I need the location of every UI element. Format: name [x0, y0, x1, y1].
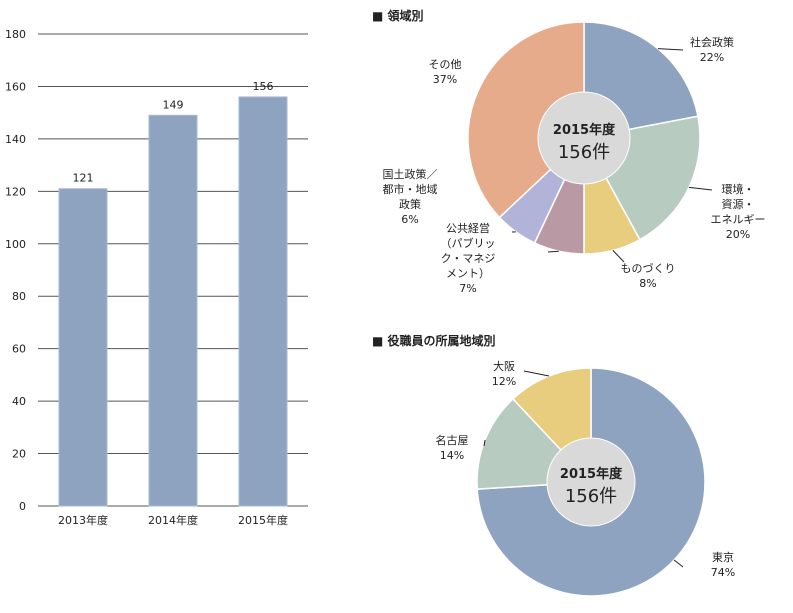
slice-percent: 74% — [711, 566, 735, 579]
leader-line — [612, 250, 625, 263]
slice-label: ものづくり — [621, 262, 676, 275]
slice-label: メント） — [446, 267, 490, 280]
y-tick-label: 120 — [5, 185, 26, 198]
slice-label: その他 — [429, 58, 462, 71]
leader-line — [673, 559, 684, 568]
y-tick-label: 140 — [5, 133, 26, 146]
pie-slice — [467, 21, 585, 219]
pie-title: ■ 領域別 — [372, 8, 424, 23]
y-tick-label: 100 — [5, 238, 26, 251]
slice-percent: 12% — [492, 375, 516, 388]
x-category-label: 2015年度 — [238, 513, 288, 527]
donut-center — [537, 91, 631, 185]
slice-label: 公共経営 — [446, 221, 490, 235]
slice-label: 名古屋 — [436, 433, 469, 447]
slice-label: 都市・地域 — [383, 182, 438, 196]
bar-chart: 0 20 40 60 80 100 120 140 160 180 121 2013年度 149 2014… — [5, 28, 308, 527]
donut-center — [546, 437, 636, 527]
y-tick-label: 20 — [12, 448, 26, 461]
slice-percent: 6% — [401, 213, 418, 226]
leader-line — [688, 186, 713, 191]
slice-percent: 20% — [726, 228, 750, 241]
slice-label: ク・マネジ — [441, 252, 496, 265]
slice-percent: 14% — [440, 449, 464, 462]
leader-line — [523, 370, 550, 377]
slice-label: 社会政策 — [690, 35, 734, 49]
center-year-label: 2015年度 — [553, 122, 616, 138]
slice-percent: 8% — [639, 277, 656, 290]
x-category-label: 2014年度 — [148, 513, 198, 527]
bar — [238, 96, 288, 507]
x-category-label: 2013年度 — [58, 513, 108, 527]
center-count-label: 156件 — [565, 486, 617, 507]
y-tick-label: 160 — [5, 80, 26, 93]
leader-line — [547, 250, 559, 253]
bar — [58, 188, 108, 507]
bar-value-label: 121 — [73, 172, 94, 185]
y-tick-label: 60 — [12, 343, 26, 356]
pie-title: ■ 役職員の所属地域別 — [372, 333, 496, 348]
slice-label: エネルギー — [711, 213, 766, 226]
slice-label: 大阪 — [493, 359, 515, 373]
bar-value-label: 156 — [253, 80, 274, 93]
leader-line — [483, 439, 486, 447]
center-year-label: 2015年度 — [560, 466, 623, 482]
slice-label: 東京 — [712, 550, 734, 564]
slice-label: 国土政策／ — [383, 167, 438, 181]
slice-label: 政策 — [399, 197, 421, 211]
slice-percent: 7% — [459, 282, 476, 295]
slice-percent: 37% — [433, 73, 457, 86]
bar — [148, 114, 198, 507]
slice-label: （パブリッ — [441, 236, 496, 250]
y-tick-label: 0 — [19, 500, 26, 513]
leader-line — [657, 48, 684, 51]
y-tick-label: 80 — [12, 290, 26, 303]
center-count-label: 156件 — [558, 142, 610, 163]
y-tick-label: 180 — [5, 28, 26, 41]
slice-label: 資源・ — [722, 197, 755, 211]
slice-percent: 22% — [700, 51, 724, 64]
slice-label: 環境・ — [722, 182, 755, 196]
bar-value-label: 149 — [163, 98, 184, 111]
y-tick-label: 40 — [12, 395, 26, 408]
